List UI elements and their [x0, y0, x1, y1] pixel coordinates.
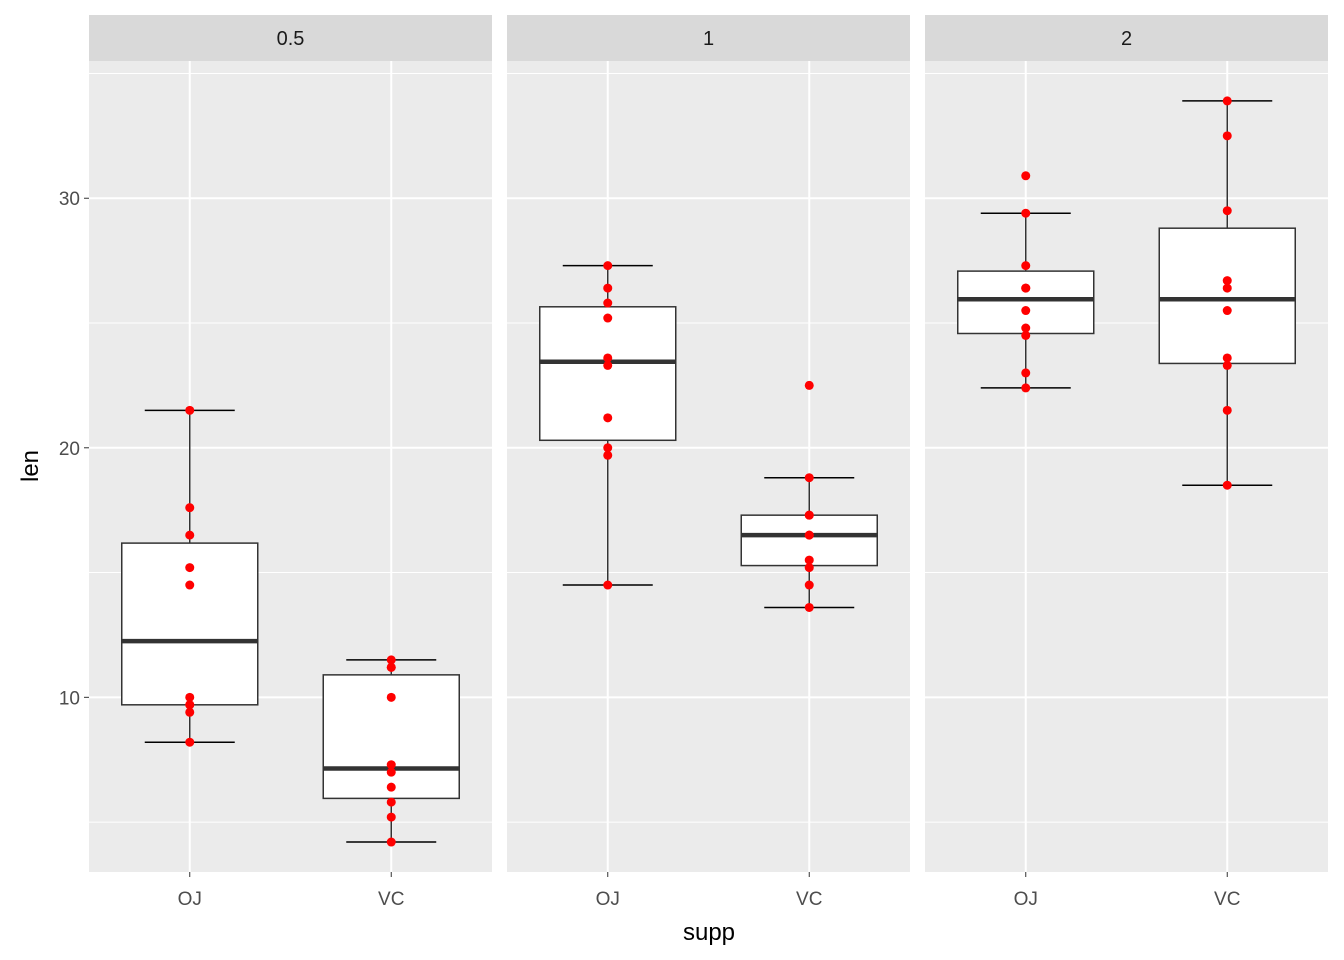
- data-point: [1021, 383, 1031, 393]
- data-point: [386, 767, 396, 777]
- y-tick-label: 30: [59, 189, 80, 210]
- data-point: [1021, 323, 1031, 333]
- data-point: [1021, 283, 1031, 293]
- data-point: [603, 360, 613, 370]
- data-point: [1222, 306, 1232, 316]
- data-point: [603, 413, 613, 423]
- data-point: [603, 450, 613, 460]
- x-axis-title: supp: [683, 919, 735, 946]
- data-point: [386, 662, 396, 672]
- data-point: [804, 530, 814, 540]
- y-tick-label: 10: [59, 688, 80, 709]
- x-tick-label: OJ: [596, 889, 620, 910]
- box-group: [1158, 96, 1296, 490]
- data-point: [185, 737, 195, 747]
- data-point: [386, 797, 396, 807]
- data-point: [1222, 405, 1232, 415]
- panel-background: [507, 61, 910, 872]
- data-point: [386, 692, 396, 702]
- data-point: [603, 443, 613, 453]
- y-axis-title: len: [17, 450, 44, 482]
- data-point: [1021, 261, 1031, 271]
- data-point: [804, 563, 814, 573]
- data-point: [1222, 480, 1232, 490]
- data-point: [804, 380, 814, 390]
- data-point: [185, 580, 195, 590]
- data-point: [1222, 96, 1232, 106]
- panels-layer: 0.5 OJ VC 1 OJ VC 2 OJ VC: [89, 15, 1328, 910]
- data-point: [386, 655, 396, 665]
- data-point: [185, 692, 195, 702]
- data-point: [603, 298, 613, 308]
- data-point: [1021, 306, 1031, 316]
- y-axis: 10 20 30: [59, 189, 89, 709]
- box-group: [121, 405, 259, 747]
- data-point: [804, 602, 814, 612]
- data-point: [603, 580, 613, 590]
- facet-strip-label: 2: [1121, 28, 1132, 50]
- facet-panel: 2 OJ VC: [925, 15, 1328, 910]
- box-group: [322, 655, 460, 847]
- data-point: [804, 473, 814, 483]
- data-point: [185, 405, 195, 415]
- data-point: [386, 782, 396, 792]
- x-tick-label: VC: [1214, 889, 1240, 910]
- x-tick-label: OJ: [178, 889, 202, 910]
- data-point: [804, 555, 814, 565]
- data-point: [603, 261, 613, 271]
- box-group: [539, 261, 677, 590]
- facet-panel: 0.5 OJ VC: [89, 15, 492, 910]
- data-point: [386, 760, 396, 770]
- facet-panel: 1 OJ VC: [507, 15, 910, 910]
- data-point: [603, 353, 613, 363]
- data-point: [185, 530, 195, 540]
- y-tick-label: 20: [59, 439, 80, 460]
- facet-strip-label: 1: [703, 28, 714, 50]
- data-point: [1222, 276, 1232, 286]
- panel-background: [925, 61, 1328, 872]
- data-point: [1222, 283, 1232, 293]
- data-point: [1021, 368, 1031, 378]
- facet-strip: [89, 15, 492, 61]
- data-point: [1222, 131, 1232, 141]
- data-point: [185, 700, 195, 710]
- data-point: [1222, 206, 1232, 216]
- data-point: [804, 580, 814, 590]
- x-tick-label: VC: [796, 889, 822, 910]
- box-group: [957, 171, 1095, 393]
- data-point: [804, 510, 814, 520]
- facet-strip-label: 0.5: [277, 28, 305, 50]
- data-point: [1021, 171, 1031, 181]
- data-point: [386, 837, 396, 847]
- box-iqr: [1158, 227, 1296, 365]
- data-point: [386, 812, 396, 822]
- box-iqr: [957, 270, 1095, 335]
- data-point: [1021, 208, 1031, 218]
- x-tick-label: VC: [378, 889, 404, 910]
- box-group: [740, 380, 878, 612]
- facet-strip: [925, 15, 1328, 61]
- data-point: [603, 283, 613, 293]
- data-point: [1021, 330, 1031, 340]
- data-point: [1222, 353, 1232, 363]
- data-point: [1222, 360, 1232, 370]
- x-tick-label: OJ: [1014, 889, 1038, 910]
- data-point: [185, 707, 195, 717]
- data-point: [603, 313, 613, 323]
- data-point: [185, 503, 195, 513]
- data-point: [185, 563, 195, 573]
- facet-strip: [507, 15, 910, 61]
